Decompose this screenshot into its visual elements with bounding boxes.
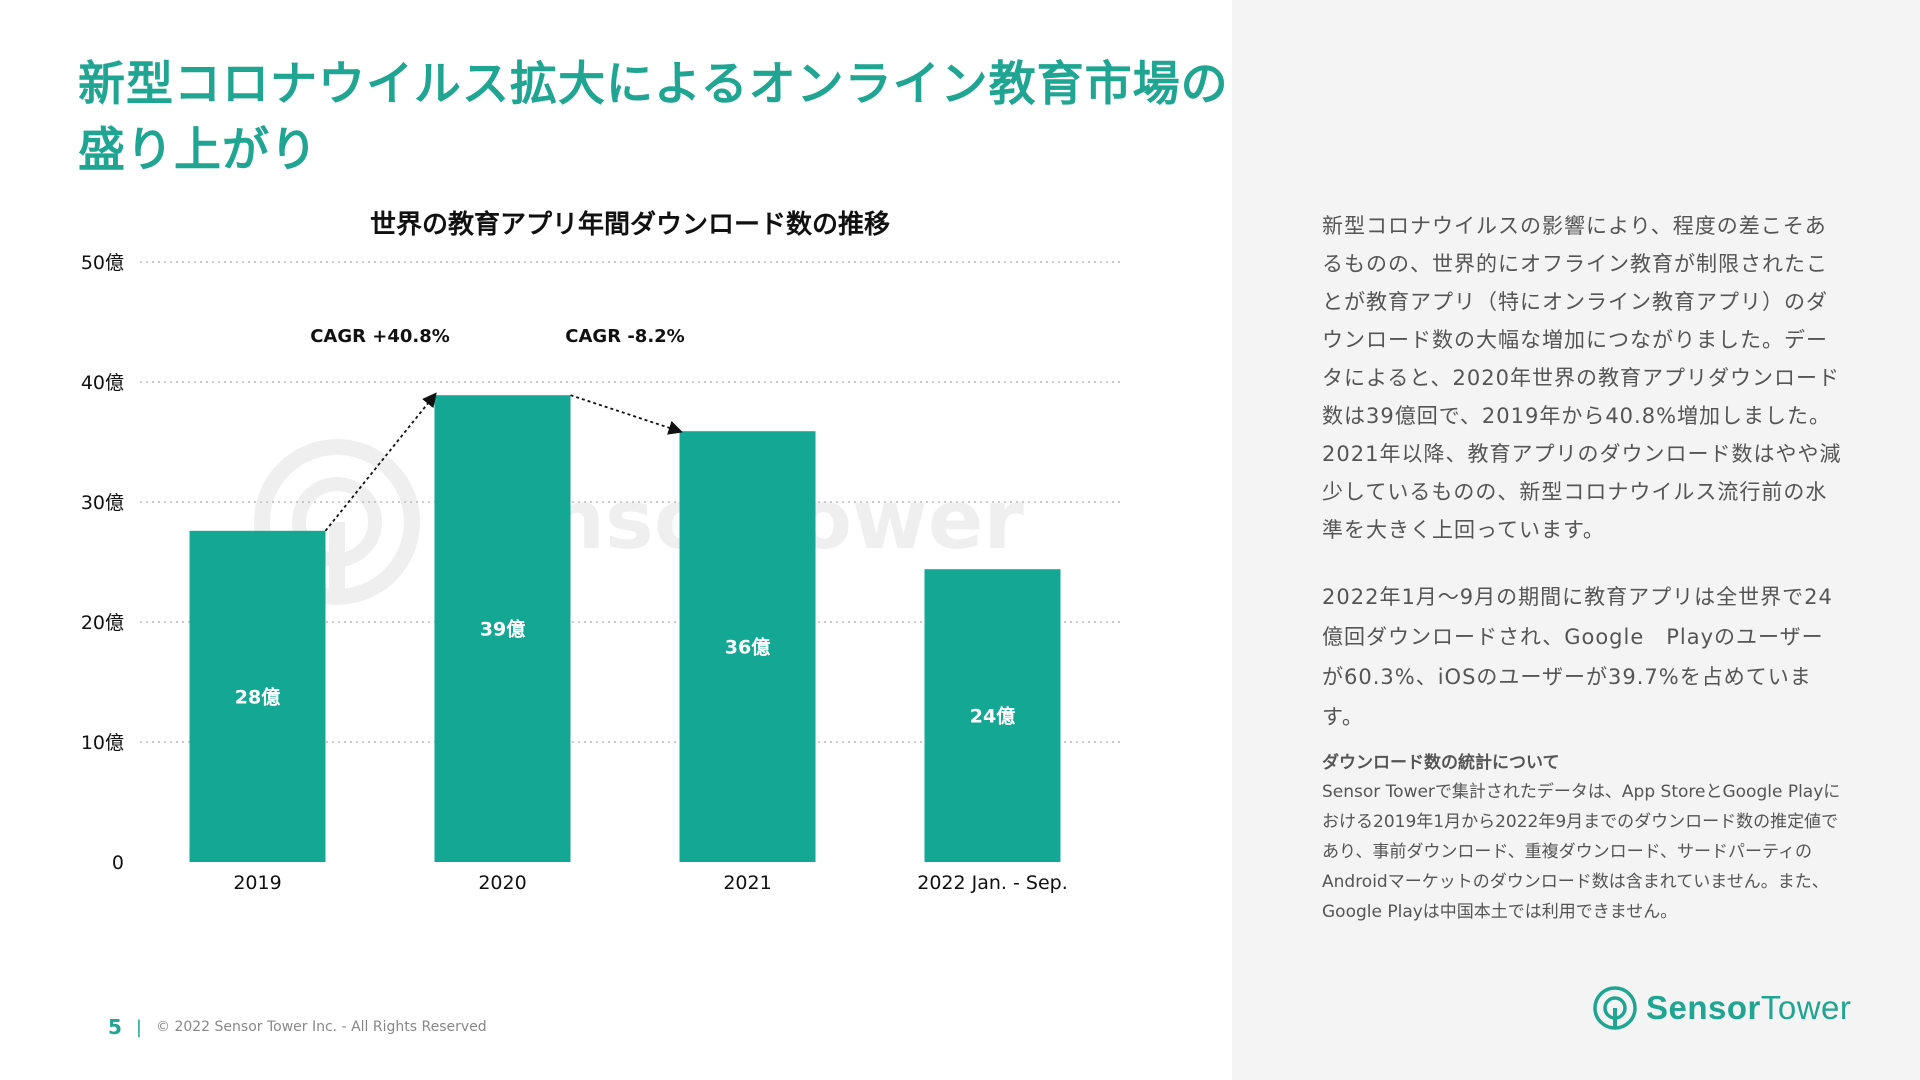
page-title-line2: 盛り上がり: [78, 123, 318, 178]
bar-value-label: 24億: [970, 705, 1015, 728]
cagr-arrow: [570, 394, 683, 435]
description-paragraph-1: 新型コロナウイルスの影響により、程度の差こそあるものの、世界的にオフライン教育が…: [1322, 214, 1842, 542]
right-panel: [1232, 0, 1920, 1080]
bar-value-label: 36億: [725, 636, 770, 659]
x-tick-label: 2019: [233, 872, 281, 894]
note-body: Sensor Towerで集計されたデータは、App StoreとGoogle …: [1322, 782, 1841, 922]
bar: [924, 569, 1061, 862]
y-tick-label: 0: [112, 852, 124, 874]
description-paragraph-2: 2022年1月〜9月の期間に教育アプリは全世界で24億回ダウンロードされ、Goo…: [1322, 585, 1833, 729]
cagr-label: CAGR -8.2%: [565, 326, 684, 347]
bar-chart: SensorTower 0 10億 20億 30億 40億 50億 28億 39億 36億 24…: [81, 252, 1120, 894]
brand-name: SensorTower: [1646, 989, 1852, 1026]
cagr-label: CAGR +40.8%: [310, 326, 450, 347]
y-tick-label: 20億: [81, 612, 124, 634]
sensor-tower-logo-icon: [1593, 986, 1637, 1030]
y-tick-label: 50億: [81, 252, 124, 274]
y-tick-label: 30億: [81, 492, 124, 514]
x-tick-label: 2020: [478, 872, 526, 894]
brand-logo: SensorTower: [1592, 985, 1851, 1031]
x-tick-label: 2022 Jan. - Sep.: [917, 872, 1068, 894]
page-title-line1: 新型コロナウイルス拡大によるオンライン教育市場の: [78, 57, 1229, 112]
x-tick-label: 2021: [723, 872, 771, 894]
y-tick-label: 40億: [81, 372, 124, 394]
bar-value-label: 39億: [480, 618, 525, 641]
y-tick-label: 10億: [81, 732, 124, 754]
bar: [434, 395, 571, 862]
page-title: 新型コロナウイルス拡大によるオンライン教育市場の 盛り上がり: [78, 52, 1228, 184]
bar: [189, 530, 326, 862]
page-number: 5: [108, 1015, 122, 1039]
note-heading: ダウンロード数の統計について: [1322, 753, 1560, 773]
footer: 5 | © 2022 Sensor Tower Inc. - All Right…: [108, 1015, 487, 1039]
bar-value-label: 28億: [235, 685, 280, 708]
footer-separator: |: [135, 1016, 142, 1038]
copyright-text: © 2022 Sensor Tower Inc. - All Rights Re…: [156, 1019, 487, 1035]
watermark-logo: SensorTower: [254, 439, 1024, 605]
bar: [679, 431, 816, 862]
chart-title: 世界の教育アプリ年間ダウンロード数の推移: [369, 210, 890, 240]
cagr-arrow: [324, 392, 437, 532]
